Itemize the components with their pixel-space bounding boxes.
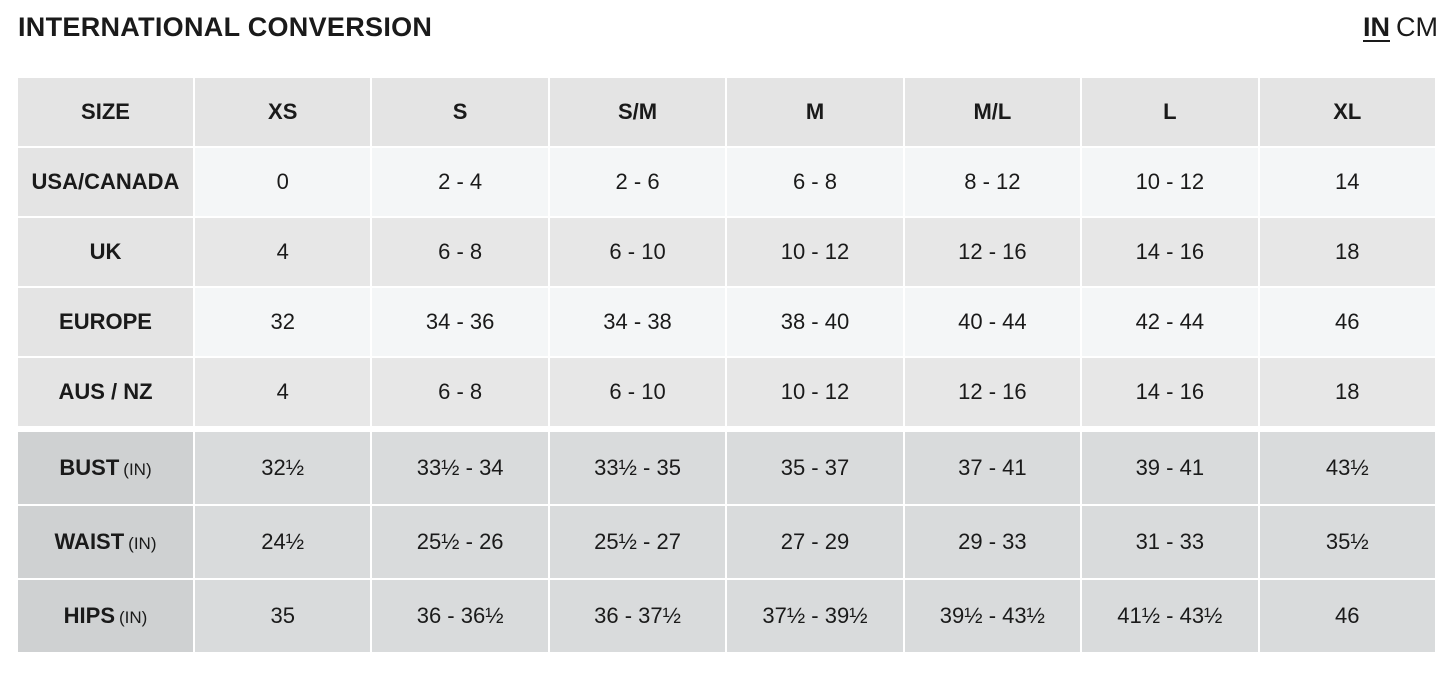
table-cell: 18 <box>1259 218 1435 286</box>
table-cell: 18 <box>1259 358 1435 426</box>
table-cell: 6 - 10 <box>549 358 726 426</box>
table-cell: 36 - 36½ <box>372 580 548 652</box>
table-cell: 35 <box>195 580 371 652</box>
table-cell: 39 - 41 <box>1082 432 1258 504</box>
column-header: S <box>372 78 548 146</box>
table-cell: 24½ <box>195 506 371 578</box>
table-cell: 6 - 10 <box>549 218 726 286</box>
table-cell: 46 <box>1259 580 1435 652</box>
row-label: BUST <box>59 455 120 480</box>
table-cell: 12 - 16 <box>904 358 1081 426</box>
unit-in-link[interactable]: IN <box>1363 12 1390 42</box>
table-cell: 43½ <box>1259 432 1435 504</box>
table-row: USA/CANADA 0 2 - 4 2 - 6 6 - 8 8 - 12 10… <box>18 148 1435 216</box>
table-cell: 0 <box>195 148 371 216</box>
table-cell: 6 - 8 <box>727 148 903 216</box>
table-cell: 29 - 33 <box>904 506 1081 578</box>
row-label: HIPS <box>63 603 116 628</box>
table-row: AUS / NZ 4 6 - 8 6 - 10 10 - 12 12 - 16 … <box>18 358 1435 426</box>
page-title: INTERNATIONAL CONVERSION <box>18 12 433 42</box>
column-header: M/L <box>904 78 1081 146</box>
unit-toggle: IN CM <box>1363 12 1438 43</box>
table-cell: 6 - 8 <box>372 218 548 286</box>
column-header: SIZE <box>18 78 193 146</box>
column-header: XL <box>1259 78 1435 146</box>
table-cell: 12 - 16 <box>904 218 1081 286</box>
table-cell: 38 - 40 <box>727 288 903 356</box>
table-cell: 32 <box>195 288 371 356</box>
row-header: WAIST (IN) <box>18 506 193 578</box>
table-cell: 10 - 12 <box>727 218 903 286</box>
row-label: WAIST <box>54 529 125 554</box>
table-cell: 40 - 44 <box>904 288 1081 356</box>
unit-label: (IN) <box>128 534 157 553</box>
table-cell: 4 <box>195 218 371 286</box>
column-header: XS <box>195 78 371 146</box>
table-cell: 42 - 44 <box>1082 288 1258 356</box>
row-header: AUS / NZ <box>18 358 193 426</box>
table-cell: 34 - 36 <box>372 288 548 356</box>
size-conversion-table: SIZE XS S S/M M M/L L XL USA/CANADA 0 2 … <box>16 76 1437 428</box>
table-cell: 14 - 16 <box>1082 218 1258 286</box>
table-cell: 10 - 12 <box>727 358 903 426</box>
table-cell: 2 - 4 <box>372 148 548 216</box>
table-cell: 41½ - 43½ <box>1082 580 1258 652</box>
table-row: WAIST (IN) 24½ 25½ - 26 25½ - 27 27 - 29 … <box>18 506 1435 578</box>
table-row: BUST (IN) 32½ 33½ - 34 33½ - 35 35 - 37 3… <box>18 432 1435 504</box>
table-cell: 35½ <box>1259 506 1435 578</box>
table-cell: 32½ <box>195 432 371 504</box>
table-header-row: SIZE XS S S/M M M/L L XL <box>18 78 1435 146</box>
table-row: EUROPE 32 34 - 36 34 - 38 38 - 40 40 - 4… <box>18 288 1435 356</box>
row-header: BUST (IN) <box>18 432 193 504</box>
table-cell: 33½ - 35 <box>549 432 726 504</box>
unit-label: (IN) <box>123 460 152 479</box>
table-row: HIPS (IN) 35 36 - 36½ 36 - 37½ 37½ - 39½ … <box>18 580 1435 652</box>
table-cell: 4 <box>195 358 371 426</box>
row-header: USA/CANADA <box>18 148 193 216</box>
table-row: UK 4 6 - 8 6 - 10 10 - 12 12 - 16 14 - 1… <box>18 218 1435 286</box>
table-cell: 36 - 37½ <box>549 580 726 652</box>
column-header: M <box>727 78 903 146</box>
table-cell: 46 <box>1259 288 1435 356</box>
unit-cm-link[interactable]: CM <box>1396 12 1438 42</box>
table-cell: 14 - 16 <box>1082 358 1258 426</box>
table-cell: 10 - 12 <box>1082 148 1258 216</box>
table-cell: 31 - 33 <box>1082 506 1258 578</box>
table-cell: 27 - 29 <box>727 506 903 578</box>
table-cell: 2 - 6 <box>549 148 726 216</box>
measurements-table: BUST (IN) 32½ 33½ - 34 33½ - 35 35 - 37 3… <box>16 430 1437 654</box>
table-cell: 6 - 8 <box>372 358 548 426</box>
table-cell: 35 - 37 <box>727 432 903 504</box>
table-cell: 39½ - 43½ <box>904 580 1081 652</box>
table-cell: 25½ - 26 <box>372 506 548 578</box>
row-header: UK <box>18 218 193 286</box>
column-header: S/M <box>549 78 726 146</box>
table-cell: 34 - 38 <box>549 288 726 356</box>
table-cell: 37 - 41 <box>904 432 1081 504</box>
column-header: L <box>1082 78 1258 146</box>
table-cell: 8 - 12 <box>904 148 1081 216</box>
table-cell: 37½ - 39½ <box>727 580 903 652</box>
table-cell: 33½ - 34 <box>372 432 548 504</box>
table-cell: 25½ - 27 <box>549 506 726 578</box>
table-cell: 14 <box>1259 148 1435 216</box>
row-header: HIPS (IN) <box>18 580 193 652</box>
unit-label: (IN) <box>119 608 148 627</box>
row-header: EUROPE <box>18 288 193 356</box>
page-header: INTERNATIONAL CONVERSION IN CM <box>18 10 1438 46</box>
